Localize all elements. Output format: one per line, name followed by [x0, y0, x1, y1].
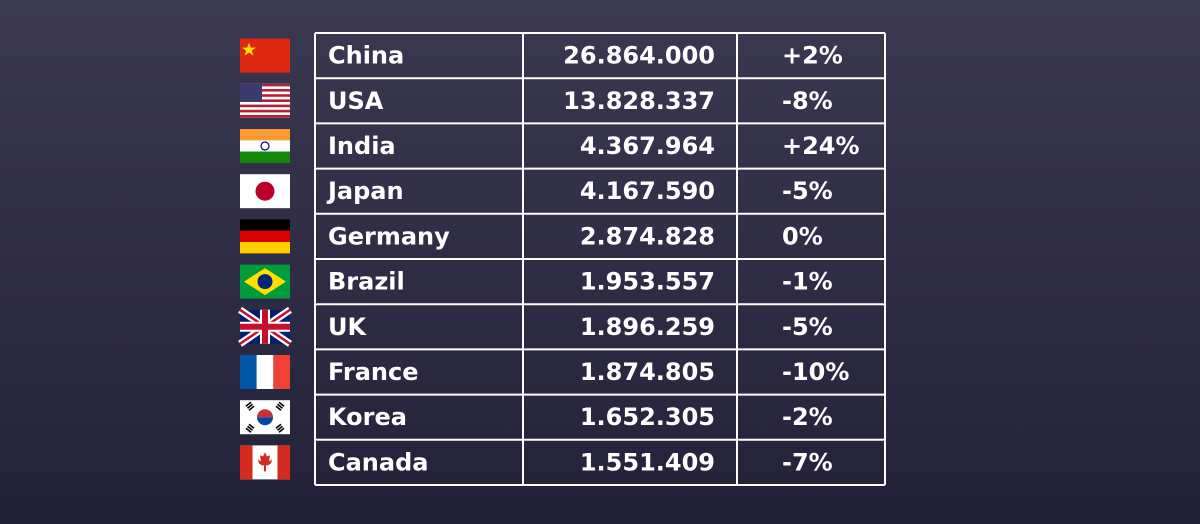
country-cell: India	[328, 132, 396, 160]
sales-cell: 1.874.805	[580, 358, 715, 386]
change-cell: 0%	[782, 222, 823, 250]
country-cell: Brazil	[328, 268, 405, 296]
flag-korea	[240, 400, 290, 435]
flag-france	[240, 355, 290, 389]
country-cell: France	[328, 358, 418, 386]
country-cell: UK	[328, 313, 367, 341]
country-cell: Canada	[328, 448, 428, 476]
sales-cell: 1.551.409	[580, 448, 715, 476]
change-cell: -2%	[782, 403, 833, 431]
flag-usa	[240, 83, 290, 118]
change-cell: -10%	[782, 358, 849, 386]
country-cell: USA	[328, 87, 384, 115]
change-cell: -1%	[782, 268, 833, 296]
flag-india	[240, 129, 290, 163]
flag-uk	[238, 306, 292, 347]
flag-china	[240, 38, 290, 73]
change-cell: +2%	[782, 42, 843, 70]
change-cell: -5%	[782, 177, 833, 205]
sales-cell: 13.828.337	[563, 87, 715, 115]
flag-canada	[240, 445, 290, 480]
flag-brazil	[240, 264, 290, 299]
country-cell: Germany	[328, 222, 450, 250]
sales-cell: 1.896.259	[580, 313, 715, 341]
sales-cell: 26.864.000	[563, 42, 715, 70]
flag-japan	[240, 174, 290, 209]
change-cell: -8%	[782, 87, 833, 115]
sales-cell: 1.652.305	[580, 403, 715, 431]
change-cell: -7%	[782, 448, 833, 476]
change-cell: -5%	[782, 313, 833, 341]
sales-cell: 1.953.557	[580, 268, 715, 296]
sales-cell: 4.367.964	[580, 132, 715, 160]
table: China 26.864.000 +2% USA 13.828.337 -8% India 4…	[314, 32, 886, 486]
change-cell: +24%	[782, 132, 860, 160]
country-cell: Japan	[326, 177, 404, 205]
flags	[238, 38, 292, 480]
sales-cell: 2.874.828	[580, 222, 715, 250]
flag-germany	[240, 219, 290, 254]
country-cell: Korea	[328, 403, 407, 431]
country-cell: China	[328, 42, 404, 70]
sales-cell: 4.167.590	[580, 177, 715, 205]
